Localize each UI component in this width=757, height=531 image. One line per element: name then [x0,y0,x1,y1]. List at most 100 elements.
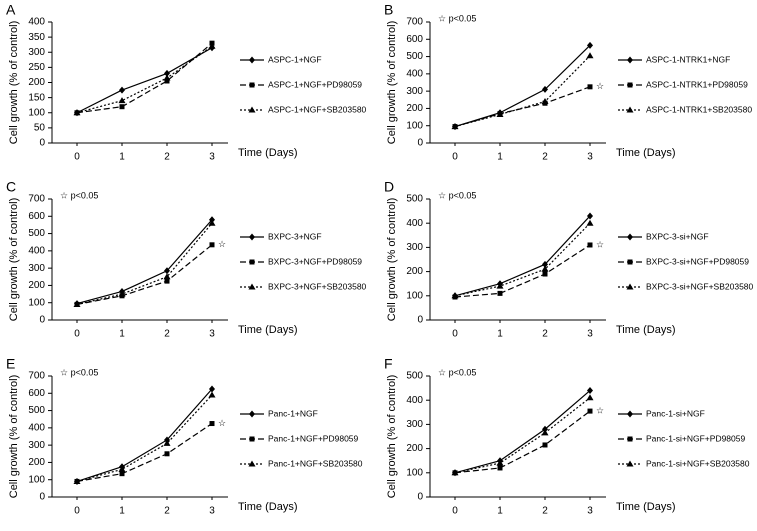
legend-label: BXPC-3-si+NGF+SB203580 [646,281,754,291]
line [76,423,213,483]
significance-mark: ☆ [596,405,604,415]
line [76,45,213,114]
x-tick-label: 1 [119,329,125,340]
point [249,259,255,265]
point [249,82,255,88]
y-tick-label: 400 [28,422,45,433]
point [627,410,633,418]
annotation: ☆ p<0.05 [60,190,98,200]
line [454,44,591,128]
line [76,219,213,305]
y-tick-label: 350 [28,32,45,43]
y-tick-label: 100 [406,467,423,478]
point [626,106,634,113]
y-tick-label: 500 [406,51,423,62]
point [627,233,633,241]
y-tick-label: 150 [28,92,45,103]
point [541,265,549,272]
x-tick-label: 1 [497,329,503,340]
line [454,397,591,474]
point [208,42,216,49]
y-tick-label: 400 [406,395,423,406]
line [454,244,591,298]
point [542,425,548,433]
point [248,106,256,113]
panel-label: A [6,2,16,18]
y-tick-label: 200 [28,457,45,468]
x-tick-label: 0 [74,329,80,340]
y-tick-label: 100 [406,120,423,131]
y-tick-label: 500 [406,194,423,205]
legend-label: Panc-1+NGF [268,408,318,418]
point [627,56,633,64]
y-axis-label: Cell growth (% of control) [8,198,20,322]
y-tick-label: 300 [406,419,423,430]
y-tick-label: 0 [39,492,45,503]
point [119,471,125,477]
x-tick-label: 1 [119,506,125,517]
line [76,222,213,306]
legend-label: BXPC-3-si+NGF [646,231,709,241]
x-tick-label: 3 [587,506,593,517]
x-tick-label: 2 [164,329,170,340]
y-tick-label: 250 [28,62,45,73]
point [542,85,548,93]
y-tick-label: 300 [406,242,423,253]
annotation: ☆ p<0.05 [60,367,98,377]
point [208,219,216,226]
point [208,391,216,398]
y-tick-label: 400 [406,68,423,79]
y-tick-label: 0 [39,315,45,326]
point [249,436,255,442]
point [119,104,125,110]
y-tick-label: 300 [28,440,45,451]
point [627,82,633,88]
x-tick-label: 1 [497,152,503,163]
y-tick-label: 100 [28,107,45,118]
y-tick-label: 500 [28,405,45,416]
point [496,110,504,117]
x-tick-label: 0 [74,152,80,163]
y-tick-label: 400 [28,245,45,256]
line [454,222,591,297]
line [454,410,591,474]
point [587,408,593,414]
legend-label: BXPC-3+NGF [268,231,322,241]
point [249,410,255,418]
y-tick-label: 600 [28,211,45,222]
line [454,215,591,297]
legend-label: Panc-1+NGF+PD98059 [268,433,359,443]
x-tick-label: 1 [119,152,125,163]
significance-mark: ☆ [596,81,604,91]
point [587,41,593,49]
point [587,84,593,90]
y-tick-label: 100 [28,297,45,308]
legend-label: BXPC-3+NGF+PD98059 [268,256,362,266]
line [454,390,591,474]
x-tick-label: 2 [542,506,548,517]
point [586,394,594,401]
x-tick-label: 3 [209,152,215,163]
line [76,47,213,114]
x-axis-label: Time (Days) [238,501,297,513]
y-tick-label: 100 [28,474,45,485]
point [118,465,126,472]
point [118,97,126,104]
y-tick-label: 400 [406,218,423,229]
legend-label: BXPC-3+NGF+SB203580 [268,281,367,291]
y-tick-label: 300 [28,263,45,274]
x-tick-label: 1 [497,506,503,517]
point [209,385,215,393]
point [248,460,256,467]
x-tick-label: 2 [164,506,170,517]
point [542,271,548,277]
x-tick-label: 3 [587,329,593,340]
legend-label: Panc-1+NGF+SB203580 [268,458,363,468]
point [627,436,633,442]
y-tick-label: 700 [28,194,45,205]
point [586,52,594,59]
significance-mark: ☆ [218,418,226,428]
y-tick-label: 700 [406,17,423,28]
legend-label: ASPC-1+NGF+SB203580 [268,104,367,114]
legend-label: BXPC-3-si+NGF+PD98059 [646,256,749,266]
